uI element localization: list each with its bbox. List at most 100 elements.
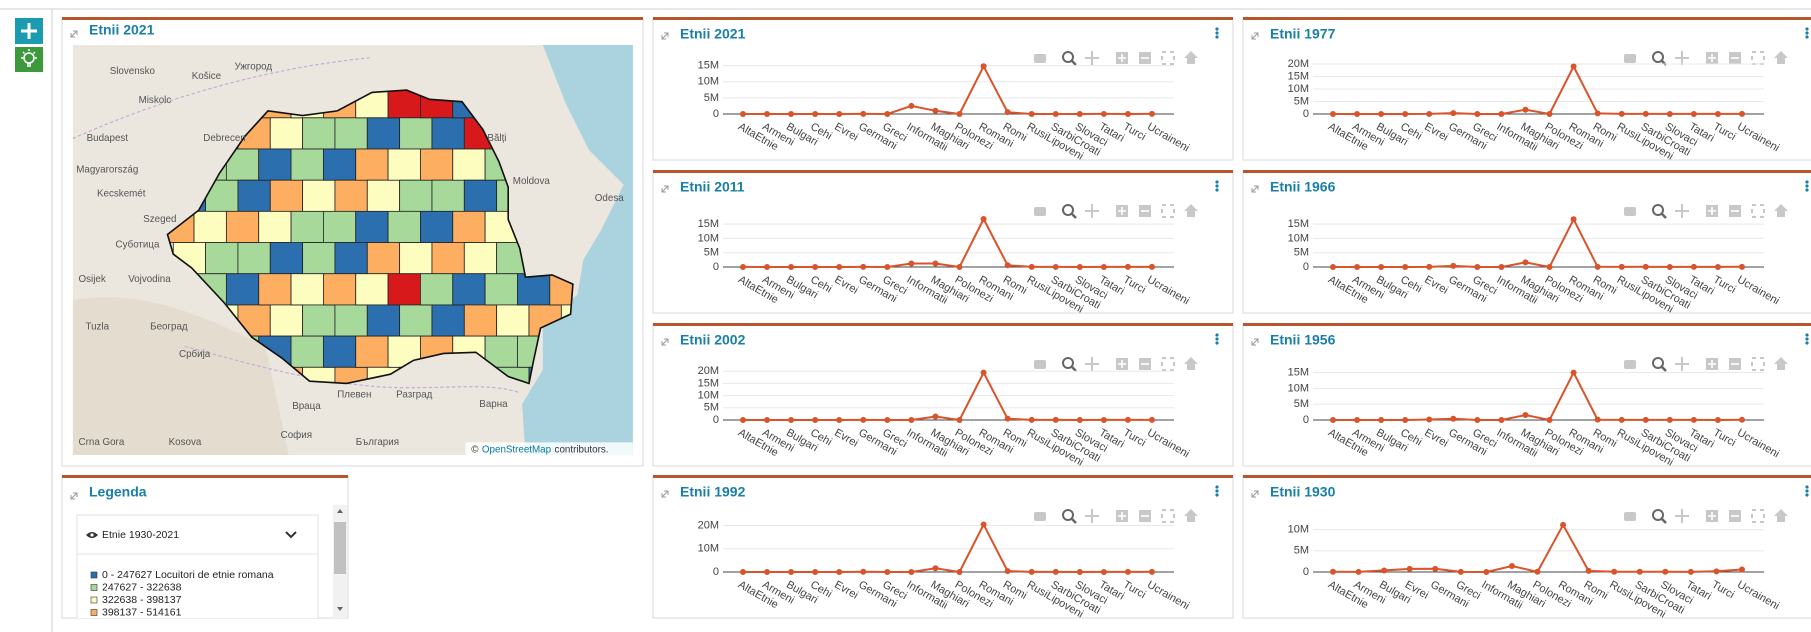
- expand-icon[interactable]: [1251, 32, 1259, 40]
- data-point[interactable]: [1028, 416, 1035, 423]
- data-point[interactable]: [1483, 568, 1490, 575]
- data-point[interactable]: [1028, 110, 1035, 117]
- modebar-pan[interactable]: [1675, 51, 1689, 65]
- menu-dot[interactable]: [1215, 485, 1219, 489]
- data-point[interactable]: [1124, 416, 1131, 423]
- data-point[interactable]: [1330, 263, 1336, 270]
- data-point[interactable]: [1100, 263, 1107, 270]
- modebar-zoom-handle[interactable]: [1661, 366, 1667, 372]
- data-point[interactable]: [1100, 416, 1107, 423]
- bulb-rays[interactable]: [21, 49, 37, 67]
- data-point[interactable]: [1426, 110, 1433, 117]
- data-point[interactable]: [980, 521, 987, 528]
- data-point[interactable]: [1546, 110, 1553, 117]
- data-point[interactable]: [1354, 263, 1361, 270]
- data-point[interactable]: [956, 263, 963, 270]
- menu-dot[interactable]: [1805, 31, 1809, 35]
- data-point[interactable]: [836, 568, 843, 575]
- modebar-zoom-handle[interactable]: [1071, 518, 1077, 524]
- menu-dot[interactable]: [1805, 184, 1809, 188]
- modebar-camera[interactable]: [1034, 512, 1046, 521]
- data-point[interactable]: [1426, 416, 1433, 423]
- menu-dot[interactable]: [1215, 337, 1219, 341]
- data-point[interactable]: [1052, 568, 1059, 575]
- menu-dot[interactable]: [1805, 35, 1809, 39]
- data-point[interactable]: [1739, 566, 1745, 573]
- expand-icon[interactable]: [1251, 185, 1259, 193]
- data-point[interactable]: [1124, 110, 1131, 117]
- data-point[interactable]: [764, 568, 771, 575]
- modebar-pan[interactable]: [1085, 204, 1099, 218]
- data-point[interactable]: [1666, 263, 1673, 270]
- expand-icon[interactable]: [661, 338, 669, 346]
- modebar-zoom[interactable]: [1062, 51, 1074, 63]
- modebar-pan[interactable]: [1085, 509, 1099, 523]
- expand-icon[interactable]: [1251, 490, 1259, 498]
- modebar-pan[interactable]: [1085, 357, 1099, 371]
- bulb-button[interactable]: [15, 47, 43, 72]
- modebar-zoom-handle[interactable]: [1661, 213, 1667, 219]
- modebar-zoom-handle[interactable]: [1661, 518, 1667, 524]
- data-point[interactable]: [1594, 416, 1601, 423]
- layer-dropdown[interactable]: Etnie 1930-2021: [86, 529, 297, 541]
- expand-icon[interactable]: [70, 492, 78, 500]
- data-point[interactable]: [1508, 562, 1515, 569]
- modebar-home[interactable]: [1774, 51, 1788, 64]
- data-point[interactable]: [1739, 263, 1745, 270]
- modebar-home[interactable]: [1184, 51, 1198, 64]
- data-point[interactable]: [956, 568, 963, 575]
- data-point[interactable]: [1450, 262, 1457, 269]
- modebar-home[interactable]: [1184, 357, 1198, 370]
- data-point[interactable]: [1100, 568, 1107, 575]
- data-point[interactable]: [1570, 63, 1577, 70]
- data-point[interactable]: [1522, 106, 1529, 113]
- data-point[interactable]: [1546, 263, 1553, 270]
- menu-dot[interactable]: [1215, 184, 1219, 188]
- menu-dot[interactable]: [1215, 180, 1219, 184]
- modebar-camera[interactable]: [1624, 54, 1636, 63]
- modebar-autoscale[interactable]: [1161, 51, 1175, 65]
- add-button[interactable]: [15, 18, 43, 44]
- data-point[interactable]: [1028, 568, 1035, 575]
- data-point[interactable]: [740, 568, 746, 575]
- data-point[interactable]: [1149, 263, 1155, 270]
- modebar-zoom-handle[interactable]: [1071, 60, 1077, 66]
- menu-dot[interactable]: [1215, 489, 1219, 493]
- menu-dot[interactable]: [1215, 493, 1219, 497]
- menu-dot[interactable]: [1215, 35, 1219, 39]
- data-point[interactable]: [1739, 416, 1745, 423]
- data-point[interactable]: [1474, 263, 1481, 270]
- data-point[interactable]: [980, 216, 987, 223]
- data-point[interactable]: [1522, 259, 1529, 266]
- menu-dot[interactable]: [1805, 485, 1809, 489]
- modebar-autoscale[interactable]: [1751, 357, 1765, 371]
- modebar-camera[interactable]: [1034, 360, 1046, 369]
- modebar-zoom-handle[interactable]: [1071, 366, 1077, 372]
- data-point[interactable]: [1330, 568, 1336, 575]
- modebar-pan[interactable]: [1675, 509, 1689, 523]
- data-point[interactable]: [1739, 110, 1745, 117]
- menu-dot[interactable]: [1805, 188, 1809, 192]
- data-point[interactable]: [1378, 263, 1385, 270]
- expand-icon[interactable]: [70, 30, 78, 38]
- expand-icon[interactable]: [661, 185, 669, 193]
- data-point[interactable]: [1498, 264, 1505, 270]
- data-point[interactable]: [1690, 110, 1697, 117]
- data-point[interactable]: [932, 107, 939, 114]
- data-point[interactable]: [1124, 568, 1131, 575]
- menu-dot[interactable]: [1215, 31, 1219, 35]
- data-point[interactable]: [1618, 110, 1625, 117]
- data-point[interactable]: [1076, 263, 1083, 270]
- modebar-camera[interactable]: [1034, 207, 1046, 216]
- data-point[interactable]: [860, 568, 867, 575]
- data-point[interactable]: [1004, 262, 1011, 269]
- modebar-zoom[interactable]: [1062, 509, 1074, 521]
- data-point[interactable]: [884, 263, 891, 270]
- attribution-link[interactable]: OpenStreetMap: [482, 444, 552, 455]
- modebar-zoom-sign[interactable]: [1118, 207, 1126, 215]
- data-point[interactable]: [908, 102, 915, 109]
- data-point[interactable]: [1457, 568, 1464, 575]
- modebar-zoom[interactable]: [1652, 509, 1664, 521]
- data-point[interactable]: [1124, 263, 1131, 270]
- data-point[interactable]: [788, 263, 795, 270]
